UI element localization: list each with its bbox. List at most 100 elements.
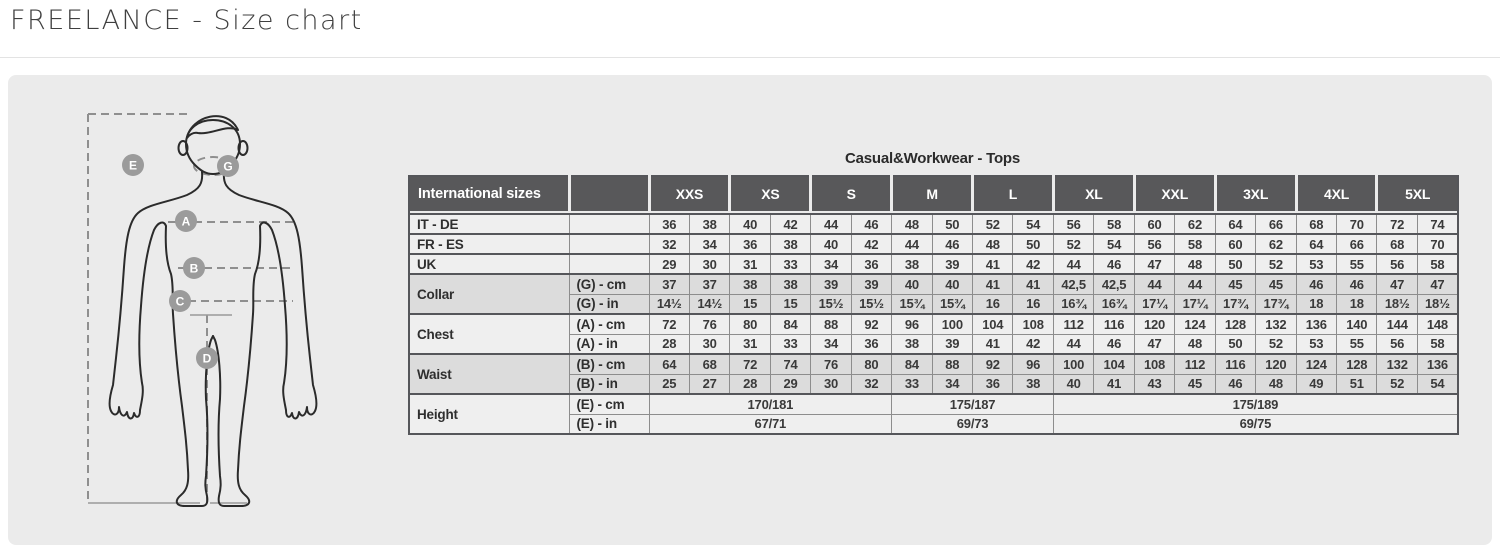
size-value-cell: 51 [1336,373,1378,395]
table-title: Casual&Workwear - Tops [844,150,1021,167]
size-value-cell: 55 [1336,253,1378,275]
size-value-cell: 42 [769,213,812,235]
badge-d [196,347,218,369]
size-value-cell: 148 [1416,313,1459,335]
size-value-cell: 112 [1052,313,1095,335]
size-value-cell: 37 [648,273,690,295]
size-value-cell: 80 [729,313,771,335]
size-value-cell: 92 [850,313,893,335]
size-value-cell: 52 [1376,373,1418,395]
group-label: UK [408,253,570,275]
size-value-cell: 68 [1295,213,1338,235]
size-value-cell: 14½ [648,293,690,315]
height-span-cell: 69/75 [1052,413,1459,435]
size-value-cell: 15 [729,293,771,315]
size-value-cell: 17¼ [1133,293,1176,315]
size-value-cell: 46 [931,233,974,255]
measurement-badges: E G A B C D [122,154,239,369]
size-value-cell: 54 [1012,213,1054,235]
group-label: Waist [408,353,570,395]
size-col-xxs: XXS [647,176,730,211]
size-value-cell: 34 [931,373,974,395]
size-value-cell: 25 [648,373,690,395]
size-value-cell: 84 [769,313,812,335]
header-international-sizes: International sizes [409,176,569,211]
size-value-cell: 44 [1174,273,1216,295]
size-value-cell: 18½ [1416,293,1459,315]
size-value-cell: 29 [769,373,812,395]
table-row: (B) - in 25 27 28 29 30 32 33 34 36 38 40 41 43 45 46 48… [409,373,1459,395]
size-value-cell: 38 [891,333,933,355]
size-value-cell: 72 [729,353,771,375]
size-value-cell: 66 [1336,233,1378,255]
size-value-cell: 42 [850,233,893,255]
size-value-cell: 38 [769,273,812,295]
size-value-cell: 58 [1416,333,1459,355]
size-value-cell: 30 [688,333,731,355]
size-value-cell: 54 [1093,233,1135,255]
size-value-cell: 41 [972,253,1014,275]
size-value-cell: 39 [931,253,974,275]
size-value-cell: 76 [810,353,852,375]
size-value-cell: 37 [688,273,731,295]
measurement-ticks [88,314,247,504]
size-value-cell: 15½ [810,293,852,315]
size-value-cell: 42,5 [1093,273,1135,295]
table-row: (G) - in 14½ 14½ 15 15 15½ 15½ 15¾ 15¾ 16 16 16¾ 16¾… [409,293,1459,315]
group-label: IT - DE [408,213,570,235]
size-value-cell: 18½ [1376,293,1418,315]
table-row: Waist (B) - cm 64 68 72 74 76 80 84 88 92 96 100 104 1… [408,353,1459,395]
size-col-xs: XS [728,176,811,211]
size-header-row: International sizes XXS XS S M L XL XXL 3XL 4XL 5… [409,176,1458,211]
size-value-cell: 47 [1133,253,1176,275]
size-value-cell: 74 [769,353,812,375]
size-value-cell: 58 [1416,253,1459,275]
size-value-cell: 68 [688,353,731,375]
size-value-cell: 16 [972,293,1014,315]
size-value-cell: 54 [1416,373,1459,395]
size-value-cell: 144 [1376,313,1418,335]
size-value-cell: 40 [891,273,933,295]
body-measurement-diagram: E G A B C D [75,90,335,530]
badge-letter-g: G [223,160,232,174]
size-value-cell: 18 [1336,293,1378,315]
size-value-cell: 76 [688,313,731,335]
size-value-cell: 108 [1012,313,1054,335]
size-value-cell: 60 [1133,213,1176,235]
size-value-cell: 136 [1416,353,1459,375]
size-value-cell: 45 [1174,373,1216,395]
size-value-cell: 48 [891,213,933,235]
table-row: Collar (G) - cm 37 37 38 38 39 39 40 40 41 41 42,5 42… [408,273,1459,315]
human-outline [108,115,318,507]
badge-letter-d: D [203,352,212,366]
group-label: FR - ES [408,233,570,255]
group-label: Chest [408,313,570,355]
size-value-cell: 48 [1255,373,1297,395]
badge-letter-e: E [129,159,137,173]
size-value-cell: 132 [1376,353,1418,375]
size-value-cell: 38 [769,233,812,255]
size-value-cell: 50 [1214,333,1257,355]
size-value-cell: 72 [648,313,690,335]
size-value-cell: 68 [1376,233,1418,255]
size-value-cell: 17¼ [1174,293,1216,315]
size-value-cell: 74 [1416,213,1459,235]
size-col-5xl: 5XL [1375,176,1458,211]
size-chart-panel: E G A B C D Casual&Workwear - Tops Internatio… [8,75,1492,545]
size-value-cell: 16 [1012,293,1054,315]
size-value-cell: 15½ [850,293,893,315]
size-value-cell: 31 [729,333,771,355]
size-value-cell: 33 [769,253,812,275]
group-label: Height [408,393,570,435]
size-value-cell: 18 [1295,293,1338,315]
size-col-s: S [809,176,892,211]
size-value-cell: 72 [1376,213,1418,235]
size-value-cell: 34 [810,333,852,355]
size-value-cell: 33 [891,373,933,395]
badge-e [122,154,144,176]
left-ear [177,140,189,156]
hair-outline [186,115,239,139]
size-value-cell: 46 [1093,253,1135,275]
size-value-cell: 27 [688,373,731,395]
size-value-cell: 43 [1133,373,1176,395]
